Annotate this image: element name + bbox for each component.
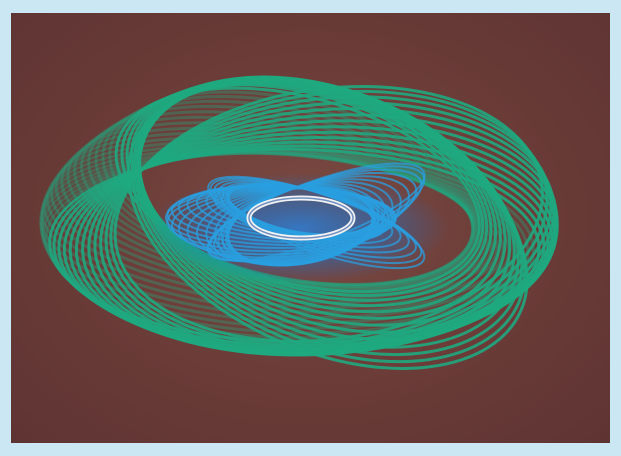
image-panel: [11, 13, 610, 443]
torus-coil-graphic: [11, 13, 610, 443]
